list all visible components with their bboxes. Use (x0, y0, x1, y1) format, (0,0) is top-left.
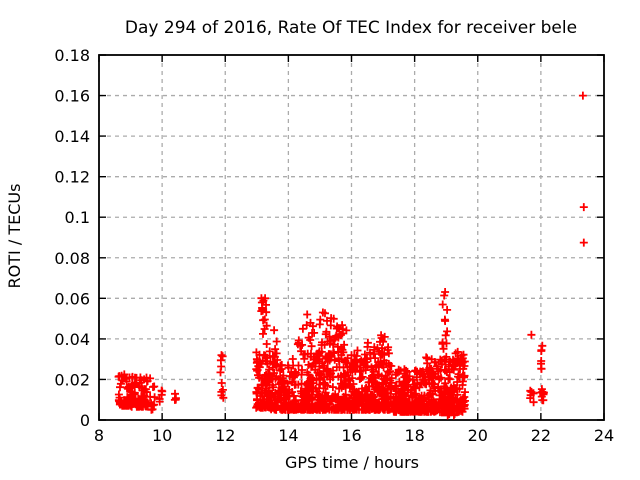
y-tick-label: 0.02 (54, 370, 90, 389)
chart-title: Day 294 of 2016, Rate Of TEC Index for r… (125, 18, 577, 38)
plot-border (98, 54, 605, 421)
y-tick-label: 0.04 (54, 330, 90, 349)
x-tick-label: 14 (278, 426, 298, 445)
y-tick-label: 0.1 (65, 208, 90, 227)
x-tick-label: 12 (215, 426, 235, 445)
x-tick-label: 16 (341, 426, 361, 445)
y-tick-label: 0.08 (54, 249, 90, 268)
x-tick-label: 10 (152, 426, 172, 445)
x-axis-label: GPS time / hours (285, 453, 419, 472)
gridlines (99, 55, 604, 420)
y-tick-label: 0.14 (54, 127, 90, 146)
x-tick-label: 18 (404, 426, 424, 445)
x-tick-label: 24 (594, 426, 614, 445)
data-points (114, 91, 588, 420)
y-tick-label: 0.18 (54, 46, 90, 65)
x-tick-label: 22 (531, 426, 551, 445)
y-tick-label: 0.06 (54, 289, 90, 308)
x-tick-label: 8 (94, 426, 104, 445)
y-axis-label: ROTI / TECUs (5, 184, 24, 289)
y-tick-label: 0.16 (54, 87, 90, 106)
y-tick-label: 0 (80, 411, 90, 430)
y-tick-label: 0.12 (54, 168, 90, 187)
x-tick-label: 20 (468, 426, 488, 445)
